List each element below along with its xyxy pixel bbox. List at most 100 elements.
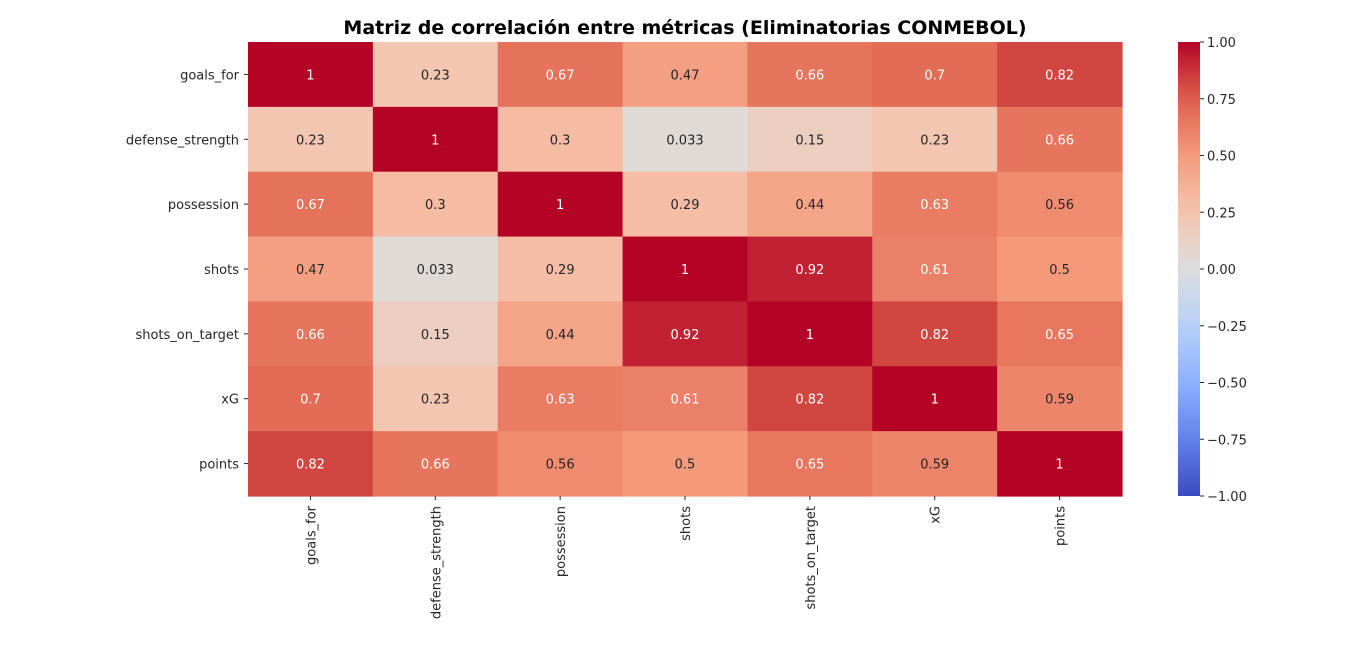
heatmap-cell [372, 236, 499, 303]
chart-title: Matriz de correlación entre métricas (El… [343, 17, 1026, 39]
heatmap-cell [997, 42, 1123, 108]
heatmap-cell [248, 236, 374, 303]
heatmap-cell [622, 106, 749, 173]
cell-value-label: 0.66 [421, 458, 450, 473]
heatmap-cell [997, 431, 1123, 497]
heatmap-cell [747, 106, 873, 173]
heatmap-cell [747, 42, 873, 108]
heatmap-cell-labels: 1 0.23 0.67 0.47 0.66 0.7 0.82 0.23 1 0.3 0.033 0.1… [296, 68, 1074, 472]
colorbar-tick-label: 0.75 [1207, 93, 1236, 108]
cell-value-label: 1 [931, 393, 939, 408]
heatmap-cell [497, 366, 624, 432]
cell-value-label: 0.63 [546, 393, 575, 408]
heatmap-cell [997, 171, 1123, 238]
y-tick-labels: goals_for defense_strength possession shots… [126, 68, 248, 473]
cell-value-label: 0.23 [296, 133, 325, 148]
y-tick-label: points [199, 458, 239, 473]
heatmap-cell [497, 106, 624, 173]
heatmap-cell [997, 236, 1123, 303]
cell-value-label: 0.92 [671, 328, 700, 343]
cell-value-label: 0.82 [795, 393, 824, 408]
cell-value-label: 0.29 [546, 263, 575, 278]
heatmap-cell [872, 171, 998, 238]
heatmap-cell [622, 301, 749, 367]
cell-value-label: 0.5 [675, 458, 696, 473]
cell-value-label: 0.61 [920, 263, 949, 278]
heatmap-cell [872, 42, 998, 108]
colorbar-tick-label: −0.75 [1207, 433, 1247, 448]
cell-value-label: 0.3 [425, 198, 446, 213]
y-tick-label: shots_on_target [135, 328, 239, 343]
cell-value-label: 0.82 [920, 328, 949, 343]
colorbar-tick-label: −0.25 [1207, 320, 1247, 335]
x-tick-label: shots_on_target [804, 506, 819, 610]
cell-value-label: 0.23 [421, 68, 450, 83]
cell-value-label: 0.59 [920, 458, 949, 473]
heatmap-cell [497, 171, 624, 238]
heatmap-cell [248, 106, 374, 173]
colorbar-tick-label: 1.00 [1207, 36, 1236, 51]
y-tick-label: shots [204, 263, 239, 278]
heatmap-cell [372, 431, 499, 497]
cell-value-label: 1 [306, 68, 314, 83]
colorbar [1178, 42, 1200, 496]
heatmap-cell [622, 171, 749, 238]
cell-value-label: 0.59 [1045, 393, 1074, 408]
heatmap-cell [622, 431, 749, 497]
heatmap-cell [372, 171, 499, 238]
heatmap-cell [997, 301, 1123, 367]
cell-value-label: 0.47 [671, 68, 700, 83]
x-tick-label: shots [679, 506, 694, 541]
x-tick-label: goals_for [304, 505, 319, 565]
colorbar-tick-label: −1.00 [1207, 490, 1247, 505]
cell-value-label: 0.66 [296, 328, 325, 343]
heatmap-cell [872, 431, 998, 497]
cell-value-label: 0.15 [421, 328, 450, 343]
heatmap-cell [997, 106, 1123, 173]
heatmap-cell [372, 301, 499, 367]
heatmap-cell [622, 42, 749, 108]
cell-value-label: 0.44 [795, 198, 824, 213]
colorbar-tick-label: −0.50 [1207, 377, 1247, 392]
cell-value-label: 0.56 [546, 458, 575, 473]
heatmap-cell [248, 301, 374, 367]
cell-value-label: 1 [1055, 458, 1063, 473]
cell-value-label: 1 [806, 328, 814, 343]
cell-value-label: 1 [431, 133, 439, 148]
cell-value-label: 0.23 [421, 393, 450, 408]
x-tick-labels: goals_for defense_strength possession shots… [304, 495, 1069, 619]
cell-value-label: 1 [556, 198, 564, 213]
cell-value-label: 0.61 [671, 393, 700, 408]
heatmap-cell [248, 366, 374, 432]
cell-value-label: 0.7 [924, 68, 945, 83]
cell-value-label: 0.033 [666, 133, 703, 148]
heatmap-cell [248, 431, 374, 497]
heatmap-cell [747, 301, 873, 367]
heatmap-cell [997, 366, 1123, 432]
x-tick-label: points [1054, 506, 1069, 546]
cell-value-label: 0.5 [1049, 263, 1070, 278]
x-tick-label: possession [554, 506, 569, 577]
cell-value-label: 0.23 [920, 133, 949, 148]
cell-value-label: 0.7 [300, 393, 321, 408]
cell-value-label: 0.63 [920, 198, 949, 213]
y-tick-label: defense_strength [126, 133, 239, 148]
cell-value-label: 0.29 [671, 198, 700, 213]
cell-value-label: 0.47 [296, 263, 325, 278]
y-tick-label: possession [168, 198, 239, 213]
colorbar-ticks: 1.00 0.75 0.50 0.25 0.00 −0.25 −0.50 −0.75 −1.00 [1200, 36, 1247, 505]
cell-value-label: 0.3 [550, 133, 571, 148]
heatmap-cell [372, 42, 499, 108]
x-tick-label: xG [929, 506, 944, 524]
heatmap-cell [497, 236, 624, 303]
cell-value-label: 0.66 [795, 68, 824, 83]
cell-value-label: 0.56 [1045, 198, 1074, 213]
cell-value-label: 1 [681, 263, 689, 278]
cell-value-label: 0.65 [1045, 328, 1074, 343]
colorbar-tick-label: 0.50 [1207, 150, 1236, 165]
heatmap-cell [872, 366, 998, 432]
heatmap-cell [497, 42, 624, 108]
cell-value-label: 0.92 [795, 263, 824, 278]
heatmap-cell [747, 366, 873, 432]
heatmap-cell [622, 366, 749, 432]
